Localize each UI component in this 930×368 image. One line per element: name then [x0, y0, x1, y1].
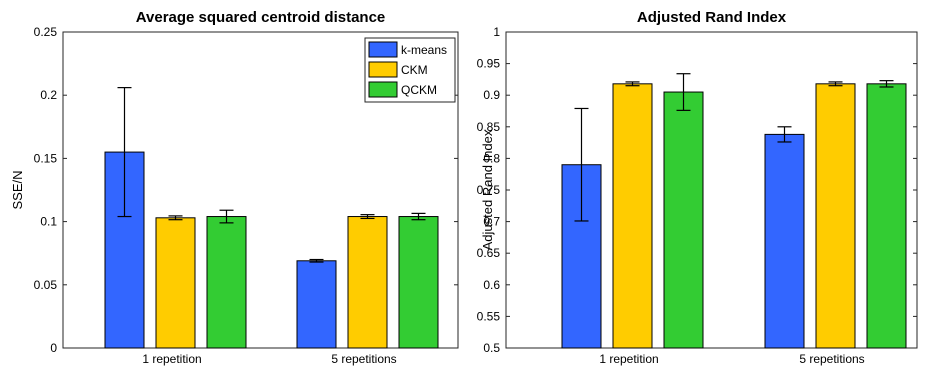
- bar-ckm: [347, 216, 388, 349]
- y-tick-label: 0: [50, 341, 57, 355]
- y-tick-label: 0.95: [477, 57, 501, 71]
- legend-label: k-means: [401, 43, 447, 57]
- y-axis-label: SSE/N: [10, 170, 25, 209]
- bar-ckm: [155, 217, 196, 349]
- bar-qckm: [866, 83, 907, 349]
- chart-title: Adjusted Rand Index: [637, 9, 787, 26]
- y-tick-label: 0.65: [477, 246, 501, 260]
- bar-ckm: [612, 83, 653, 349]
- legend-swatch-qckm: [368, 81, 398, 98]
- y-axis-label: Adjusted Rand Index: [480, 129, 495, 250]
- legend-swatch-k-means: [368, 41, 398, 58]
- y-tick-label: 0.9: [483, 88, 500, 102]
- y-tick-label: 0.8: [483, 151, 500, 165]
- y-tick-label: 0.6: [483, 278, 500, 292]
- y-tick-label: 1: [493, 25, 500, 39]
- y-tick-label: 0.75: [477, 183, 501, 197]
- chart-1: Average squared centroid distance SSE/N 0 0…: [10, 9, 459, 366]
- y-tick-label: 0.7: [483, 215, 500, 229]
- y-tick-label: 0.05: [34, 278, 58, 292]
- bar-ckm: [815, 83, 856, 349]
- y-tick-label: 0.25: [34, 25, 58, 39]
- bar-k-means: [296, 260, 337, 349]
- y-tick-label: 0.15: [34, 151, 58, 165]
- bar-k-means: [764, 133, 805, 349]
- bar-qckm: [398, 216, 439, 349]
- y-tick-label: 0.2: [40, 88, 57, 102]
- y-tick-label: 0.55: [477, 309, 501, 323]
- chart-title: Average squared centroid distance: [136, 9, 386, 26]
- bar-qckm: [206, 216, 247, 349]
- x-tick-label: 1 repetition: [599, 352, 658, 366]
- bar-qckm: [663, 91, 704, 349]
- y-tick-label: 0.5: [483, 341, 500, 355]
- x-tick-label: 1 repetition: [142, 352, 201, 366]
- x-tick-label: 5 repetitions: [331, 352, 396, 366]
- x-tick-label: 5 repetitions: [799, 352, 864, 366]
- legend-label: QCKM: [401, 83, 437, 97]
- legend-label: CKM: [401, 63, 428, 77]
- legend-swatch-ckm: [368, 61, 398, 78]
- y-tick-label: 0.1: [40, 215, 57, 229]
- y-tick-label: 0.85: [477, 120, 501, 134]
